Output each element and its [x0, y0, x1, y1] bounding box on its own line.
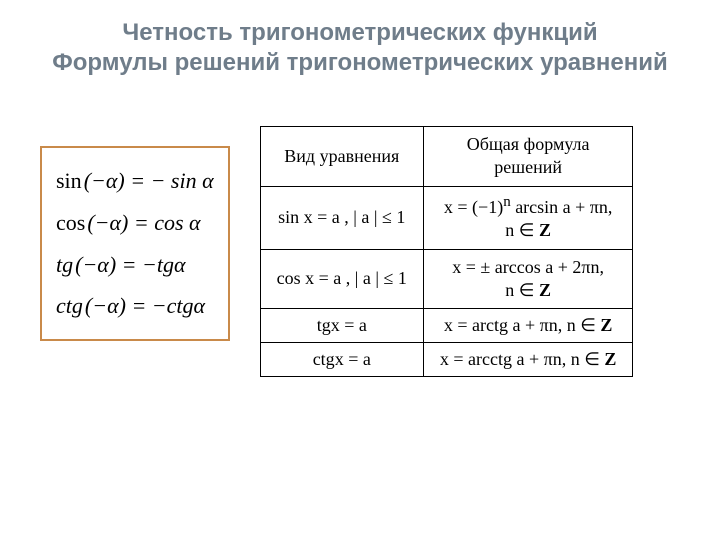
sol-text: n ∈: [505, 220, 539, 240]
solution-cell: x = arctg a + πn, n ∈ Z: [423, 309, 633, 343]
solution-cell: x = ± arccos a + 2πn, n ∈ Z: [423, 249, 633, 309]
sol-set: Z: [604, 349, 616, 369]
eqn-rest: = a: [340, 315, 367, 335]
eqn-rest: = a , | a | ≤ 1: [313, 207, 406, 227]
identity-row: cos(−α) = cos α: [56, 202, 214, 244]
equation-cell: cos x = a , | a | ≤ 1: [260, 249, 423, 309]
eqn-rest: = a: [344, 349, 371, 369]
eqn-fn: tg: [317, 315, 331, 335]
table-header: Вид уравнения: [260, 127, 423, 187]
sol-text: n ∈: [505, 280, 539, 300]
identity-arg: (−α): [87, 210, 128, 235]
eqn-fn: ctg: [313, 349, 335, 369]
eqn-fn: sin: [278, 207, 299, 227]
title-text: Четность тригонометрических функцийФорму…: [52, 19, 667, 76]
table-row: sin x = a , | a | ≤ 1 x = (−1)n arcsin a…: [260, 186, 633, 249]
sol-text: x = (−1): [444, 197, 503, 217]
sol-set: Z: [539, 220, 551, 240]
identity-row: sin(−α) = − sin α: [56, 160, 214, 202]
identity-arg: (−α): [84, 168, 125, 193]
identity-rhs: = −ctgα: [131, 293, 205, 318]
eqn-var: x: [335, 349, 344, 369]
sol-sup: n: [503, 194, 511, 210]
solution-cell: x = arcctg a + πn, n ∈ Z: [423, 343, 633, 377]
sol-text: x = arctg a + πn, n ∈: [444, 315, 601, 335]
identity-row: tg(−α) = −tgα: [56, 244, 214, 286]
table-header: Общая формуларешений: [423, 127, 633, 187]
th-text: Общая формуларешений: [467, 134, 590, 177]
identity-rhs: = − sin α: [130, 168, 213, 193]
eqn-fn: cos: [277, 268, 301, 288]
identity-arg: (−α): [75, 252, 116, 277]
th-text: Вид уравнения: [284, 146, 399, 166]
eqn-var: x: [331, 315, 340, 335]
solutions-table: Вид уравнения Общая формуларешений sin x…: [260, 126, 634, 377]
identity-fn: sin: [56, 168, 82, 193]
identities-box: sin(−α) = − sin α cos(−α) = cos α tg(−α)…: [40, 146, 230, 341]
sol-set: Z: [600, 315, 612, 335]
identity-fn: cos: [56, 210, 85, 235]
identity-row: ctg(−α) = −ctgα: [56, 285, 214, 327]
identity-arg: (−α): [85, 293, 126, 318]
eqn-var: x: [304, 207, 313, 227]
table-row: cos x = a , | a | ≤ 1 x = ± arccos a + 2…: [260, 249, 633, 309]
sol-text: arcsin a + πn,: [511, 197, 613, 217]
sol-text: x = arcctg a + πn, n ∈: [440, 349, 605, 369]
page-title: Четность тригонометрических функцийФорму…: [40, 18, 680, 78]
sol-text: x = ± arccos a + 2πn,: [452, 257, 604, 277]
equation-cell: ctgx = a: [260, 343, 423, 377]
identity-fn: ctg: [56, 293, 83, 318]
eqn-var: x: [305, 268, 314, 288]
content-area: sin(−α) = − sin α cos(−α) = cos α tg(−α)…: [40, 118, 680, 377]
eqn-rest: = a , | a | ≤ 1: [314, 268, 407, 288]
equation-cell: tgx = a: [260, 309, 423, 343]
identity-fn: tg: [56, 252, 73, 277]
equation-cell: sin x = a , | a | ≤ 1: [260, 186, 423, 249]
identity-rhs: = −tgα: [122, 252, 186, 277]
table-row: ctgx = a x = arcctg a + πn, n ∈ Z: [260, 343, 633, 377]
table-header-row: Вид уравнения Общая формуларешений: [260, 127, 633, 187]
sol-set: Z: [539, 280, 551, 300]
identity-rhs: = cos α: [134, 210, 201, 235]
solution-cell: x = (−1)n arcsin a + πn, n ∈ Z: [423, 186, 633, 249]
table-row: tgx = a x = arctg a + πn, n ∈ Z: [260, 309, 633, 343]
